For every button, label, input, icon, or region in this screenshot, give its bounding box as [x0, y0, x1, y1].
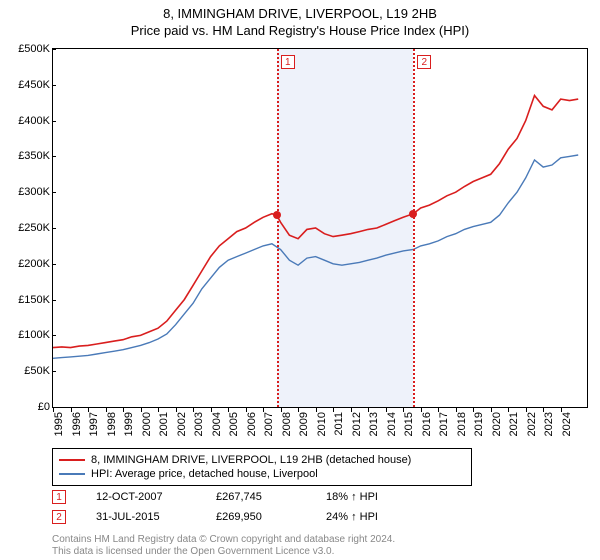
x-tick-label: 2016: [421, 412, 433, 442]
legend-swatch: [59, 459, 85, 461]
x-tick-label: 2000: [141, 412, 153, 442]
x-tick-label: 2007: [263, 412, 275, 442]
x-tick-label: 2013: [368, 412, 380, 442]
event-row: 2 31-JUL-2015 £269,950 24% ↑ HPI: [52, 510, 588, 524]
y-tick-label: £250K: [0, 222, 50, 234]
event-delta: 24% ↑ HPI: [326, 511, 378, 523]
title-address: 8, IMMINGHAM DRIVE, LIVERPOOL, L19 2HB: [0, 0, 600, 21]
x-tick-label: 2018: [456, 412, 468, 442]
y-tick-label: £150K: [0, 294, 50, 306]
x-tick-label: 2019: [473, 412, 485, 442]
chart-plot-area: 12: [52, 48, 588, 408]
legend-label: HPI: Average price, detached house, Live…: [91, 468, 318, 480]
x-tick-label: 2017: [438, 412, 450, 442]
x-tick-label: 2008: [281, 412, 293, 442]
x-tick-label: 2012: [351, 412, 363, 442]
legend-item: 8, IMMINGHAM DRIVE, LIVERPOOL, L19 2HB (…: [59, 453, 465, 467]
y-tick-label: £200K: [0, 258, 50, 270]
x-tick-label: 2022: [526, 412, 538, 442]
footer-line: Contains HM Land Registry data © Crown c…: [52, 534, 588, 546]
x-tick-label: 2009: [298, 412, 310, 442]
x-tick-label: 2006: [246, 412, 258, 442]
event-row: 1 12-OCT-2007 £267,745 18% ↑ HPI: [52, 490, 588, 504]
x-tick-label: 1999: [123, 412, 135, 442]
x-tick-label: 2002: [176, 412, 188, 442]
legend-item: HPI: Average price, detached house, Live…: [59, 467, 465, 481]
x-tick-label: 2024: [561, 412, 573, 442]
event-delta: 18% ↑ HPI: [326, 491, 378, 503]
x-tick-label: 1998: [106, 412, 118, 442]
footer-attribution: Contains HM Land Registry data © Crown c…: [52, 534, 588, 558]
y-tick-label: £400K: [0, 115, 50, 127]
chart-container: 8, IMMINGHAM DRIVE, LIVERPOOL, L19 2HB P…: [0, 0, 600, 560]
event-number: 1: [56, 492, 62, 503]
series-line-property: [53, 96, 578, 348]
legend-swatch: [59, 473, 85, 475]
line-series-svg: [53, 49, 587, 407]
x-tick-label: 1996: [71, 412, 83, 442]
event-marker-icon: 1: [281, 55, 295, 69]
x-tick-label: 2015: [403, 412, 415, 442]
x-tick-label: 2020: [491, 412, 503, 442]
event-date: 12-OCT-2007: [96, 491, 186, 503]
event-date: 31-JUL-2015: [96, 511, 186, 523]
footer-line: This data is licensed under the Open Gov…: [52, 546, 588, 558]
legend: 8, IMMINGHAM DRIVE, LIVERPOOL, L19 2HB (…: [52, 448, 472, 486]
x-tick-label: 2011: [333, 412, 345, 442]
x-tick-label: 2005: [228, 412, 240, 442]
event-price: £269,950: [216, 511, 296, 523]
y-tick-label: £300K: [0, 186, 50, 198]
event-vline: [413, 49, 415, 407]
y-tick-label: £350K: [0, 150, 50, 162]
x-tick-label: 2023: [543, 412, 555, 442]
y-tick-label: £50K: [0, 365, 50, 377]
y-tick-label: £500K: [0, 43, 50, 55]
x-tick-label: 2014: [386, 412, 398, 442]
x-tick-label: 2001: [158, 412, 170, 442]
legend-label: 8, IMMINGHAM DRIVE, LIVERPOOL, L19 2HB (…: [91, 454, 411, 466]
event-marker-icon: 2: [417, 55, 431, 69]
x-tick-label: 2021: [508, 412, 520, 442]
y-tick-label: £450K: [0, 79, 50, 91]
title-subtitle: Price paid vs. HM Land Registry's House …: [0, 21, 600, 42]
x-tick-label: 2010: [316, 412, 328, 442]
event-price: £267,745: [216, 491, 296, 503]
event-dot: [273, 211, 281, 219]
x-tick-label: 1997: [88, 412, 100, 442]
event-vline: [277, 49, 279, 407]
x-tick-label: 2004: [211, 412, 223, 442]
x-tick-label: 1995: [53, 412, 65, 442]
y-tick-label: £100K: [0, 329, 50, 341]
event-marker-icon: 1: [52, 490, 66, 504]
x-tick-label: 2003: [193, 412, 205, 442]
event-marker-icon: 2: [52, 510, 66, 524]
series-line-hpi: [53, 155, 578, 358]
y-tick-label: £0: [0, 401, 50, 413]
event-dot: [409, 210, 417, 218]
event-number: 2: [56, 512, 62, 523]
